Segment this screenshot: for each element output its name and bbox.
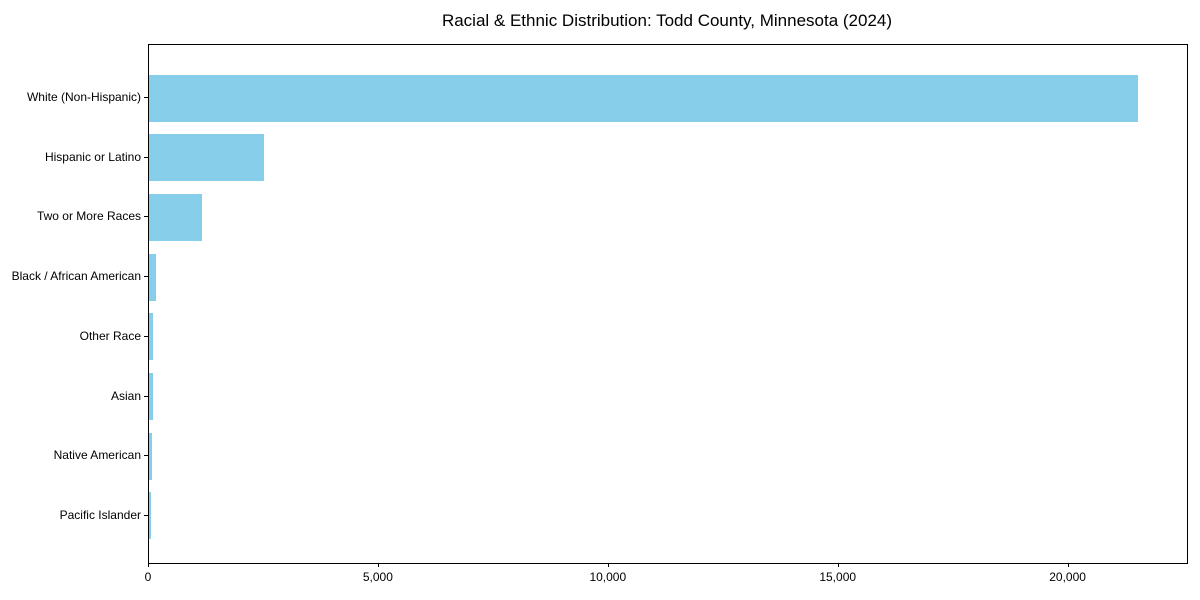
x-tick-mark	[607, 563, 609, 567]
x-tick-mark	[837, 563, 839, 567]
bar-two-or-more-races	[149, 193, 202, 241]
x-tick-label-20-000: 20,000	[1049, 570, 1086, 584]
y-tick-mark	[144, 156, 148, 158]
bar-white-non-hispanic	[149, 74, 1138, 122]
y-tick-mark	[144, 395, 148, 397]
plot-area	[148, 44, 1188, 564]
x-tick-label-15-000: 15,000	[819, 570, 857, 584]
y-tick-label-hispanic-or-latino: Hispanic or Latino	[44, 149, 141, 164]
y-tick-mark	[144, 514, 148, 516]
x-tick-label-5-000: 5,000	[362, 570, 393, 584]
bar-pacific-islander	[149, 492, 152, 540]
y-tick-label-asian: Asian	[110, 388, 141, 403]
x-tick-mark	[377, 563, 379, 567]
bar-other-race	[149, 313, 154, 361]
bar-hispanic-or-latino	[149, 134, 264, 182]
bar-native-american	[149, 432, 152, 480]
x-tick-label-10-000: 10,000	[589, 570, 627, 584]
x-tick-mark	[148, 563, 149, 567]
y-tick-label-other-race: Other Race	[79, 328, 141, 343]
x-tick-mark	[1067, 563, 1069, 567]
y-tick-mark	[144, 455, 148, 457]
chart-title: Racial & Ethnic Distribution: Todd Count…	[441, 11, 893, 30]
y-tick-label-two-or-more-races: Two or More Races	[36, 209, 141, 224]
y-tick-label-white-non-hispanic: White (Non-Hispanic)	[26, 90, 141, 104]
y-tick-label-pacific-islander: Pacific Islander	[59, 507, 141, 522]
y-tick-label-native-american: Native American	[53, 448, 141, 463]
bar-black-african-american	[149, 253, 156, 301]
y-tick-mark	[144, 276, 148, 278]
y-tick-mark	[144, 97, 148, 98]
bar-asian	[149, 373, 153, 421]
y-tick-label-black-african-american: Black / African American	[11, 269, 141, 284]
x-tick-label-0: 0	[144, 570, 152, 584]
y-tick-mark	[144, 216, 148, 218]
y-tick-mark	[144, 335, 148, 337]
